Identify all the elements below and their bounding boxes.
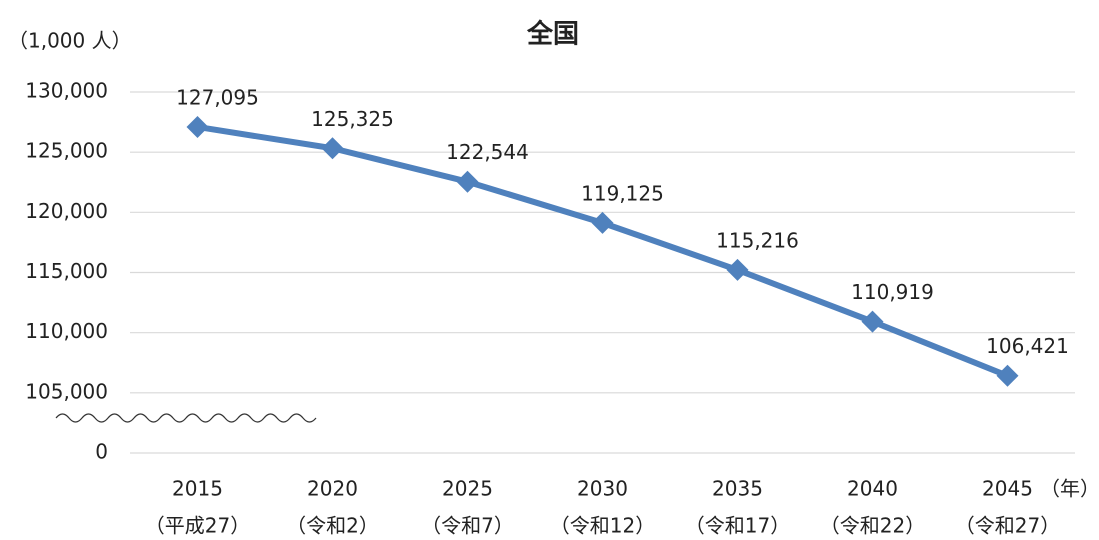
marker bbox=[456, 170, 479, 193]
x-tick-label: 2045 bbox=[982, 477, 1033, 501]
x-era-label: （令和22） bbox=[820, 514, 925, 538]
marker bbox=[861, 310, 884, 333]
data-label: 106,421 bbox=[986, 334, 1069, 358]
y-tick-label: 115,000 bbox=[25, 259, 108, 283]
x-era-label: （令和2） bbox=[286, 514, 379, 538]
marker bbox=[321, 137, 344, 160]
data-label: 127,095 bbox=[176, 85, 259, 109]
data-label: 125,325 bbox=[311, 107, 394, 131]
y-tick-label: 120,000 bbox=[25, 199, 108, 223]
y-unit: （1,000 人） bbox=[8, 29, 132, 53]
chart-title: 全国 bbox=[526, 19, 579, 50]
data-label: 110,919 bbox=[851, 280, 934, 304]
marker bbox=[726, 258, 749, 281]
y-tick-label: 105,000 bbox=[25, 379, 108, 403]
line bbox=[197, 123, 1009, 379]
data-label: 119,125 bbox=[581, 181, 664, 205]
y-tick-label: 130,000 bbox=[25, 79, 108, 103]
marker bbox=[996, 364, 1019, 387]
data-label: 122,544 bbox=[446, 140, 529, 164]
marker bbox=[186, 115, 209, 138]
x-tick-label: 2030 bbox=[577, 477, 628, 501]
x-era-label: （令和27） bbox=[955, 514, 1060, 538]
x-tick-label: 2025 bbox=[442, 477, 493, 501]
x-tick-label: 2020 bbox=[307, 477, 358, 501]
x-unit: （年） bbox=[1040, 477, 1099, 501]
x-era-label: （令和7） bbox=[421, 514, 514, 538]
y-tick-label: 110,000 bbox=[25, 319, 108, 343]
x-era-label: （令和12） bbox=[550, 514, 655, 538]
x-tick-label: 2035 bbox=[712, 477, 763, 501]
axis-break bbox=[55, 413, 317, 423]
x-tick-label: 2015 bbox=[172, 477, 223, 501]
marker bbox=[591, 211, 614, 234]
x-era-label: （平成27） bbox=[145, 514, 250, 538]
x-era-label: （令和17） bbox=[685, 514, 790, 538]
y-tick-label: 0 bbox=[95, 440, 108, 464]
y-tick-label: 125,000 bbox=[25, 139, 108, 163]
data-label: 115,216 bbox=[716, 228, 799, 252]
x-tick-label: 2040 bbox=[847, 477, 898, 501]
